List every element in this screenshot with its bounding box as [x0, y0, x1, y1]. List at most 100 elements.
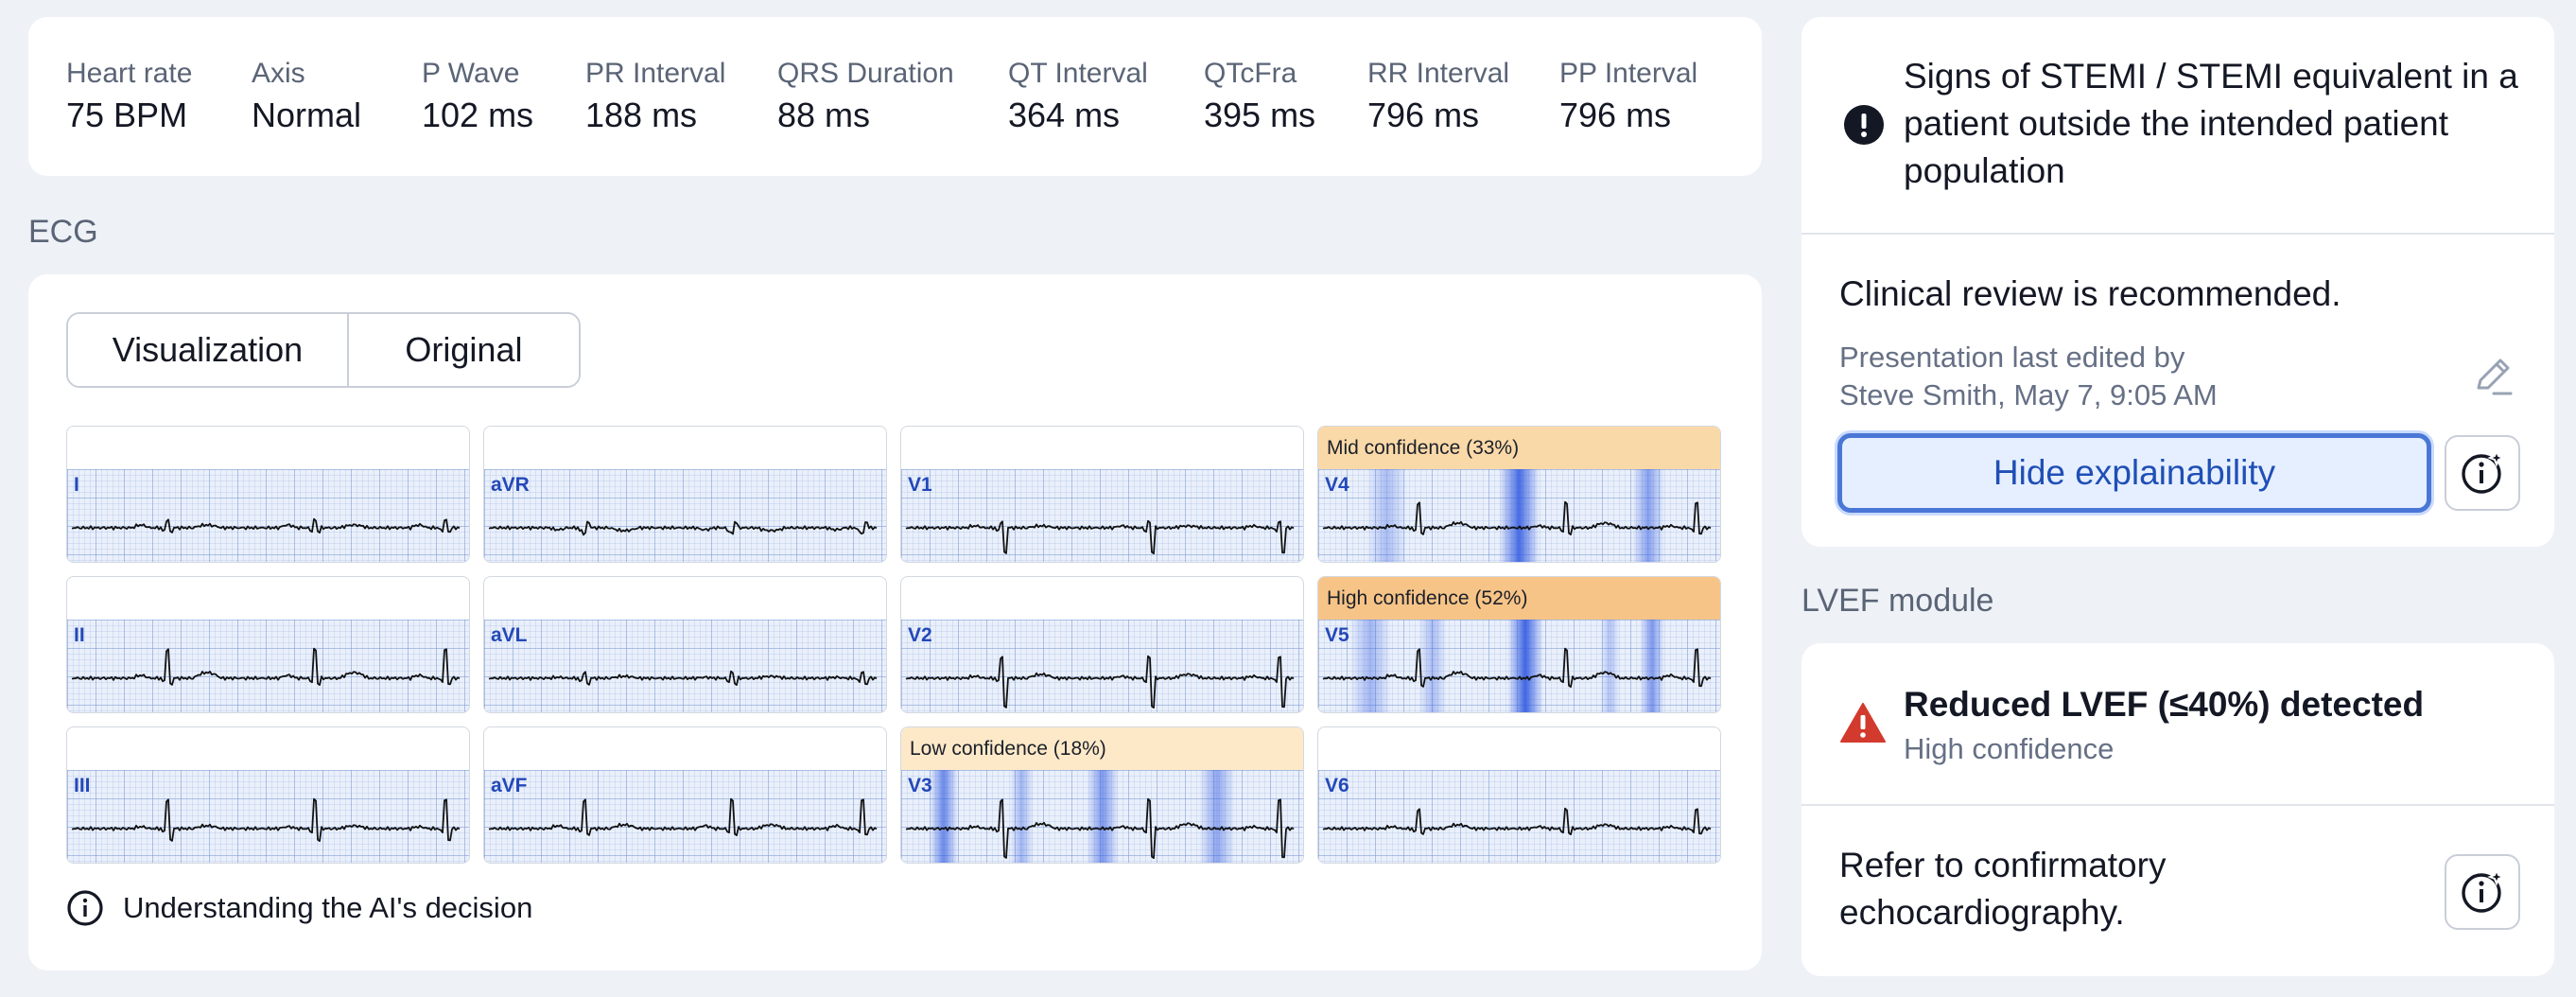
lead-name: II: [74, 624, 85, 646]
metric-value: 102 ms: [422, 96, 534, 134]
ecg-lead-II[interactable]: II: [66, 576, 470, 713]
ecg-grid: [67, 469, 469, 562]
metric-rr-interval: RR Interval 796 ms: [1367, 55, 1559, 138]
lead-confidence-header: [67, 577, 469, 620]
metric-qt-interval: QT Interval 364 ms: [1008, 55, 1204, 138]
tab-original[interactable]: Original: [346, 314, 579, 386]
lead-name: V4: [1325, 474, 1349, 496]
lead-name: V5: [1325, 624, 1349, 646]
edit-pencil-icon[interactable]: [2469, 352, 2518, 401]
ecg-grid: [1318, 770, 1720, 863]
ecg-waveform: [488, 520, 878, 536]
ecg-lead-I[interactable]: I: [66, 426, 470, 563]
heatmap-band: [929, 770, 958, 863]
stemi-alert-card: Signs of STEMI / STEMI equivalent in a p…: [1801, 17, 2554, 547]
heatmap-band: [1009, 770, 1035, 863]
ecg-lead-V5[interactable]: High confidence (52%) V5: [1317, 576, 1721, 713]
lead-name: I: [74, 474, 79, 496]
explainability-heatmap: [1318, 469, 1720, 562]
view-toggle: Visualization Original: [66, 312, 581, 388]
tab-visualization[interactable]: Visualization: [68, 314, 347, 386]
lead-name: V6: [1325, 775, 1349, 796]
lvef-title: Reduced LVEF (≤40%) detected: [1904, 685, 2425, 724]
alert-exclamation-icon: [1844, 105, 1884, 145]
heatmap-band: [1506, 620, 1543, 712]
heatmap-band: [1350, 620, 1391, 712]
ecg-waveform: [71, 647, 461, 686]
metric-label: P Wave: [422, 58, 520, 89]
metric-value: 395 ms: [1204, 96, 1316, 134]
metric-value: 188 ms: [585, 96, 698, 134]
last-edited-info: Presentation last edited by Steve Smith,…: [1839, 339, 2369, 414]
alert-info-button[interactable]: [2445, 435, 2520, 511]
lvef-info-button[interactable]: [2445, 854, 2520, 930]
heatmap-band: [1599, 620, 1620, 712]
ecg-grid: [67, 620, 469, 712]
lead-confidence-header: [67, 427, 469, 469]
lead-confidence-header: Mid confidence (33%): [1318, 427, 1720, 469]
info-circle-icon: [67, 890, 103, 926]
metric-value: 364 ms: [1008, 96, 1121, 134]
lead-confidence-header: [67, 727, 469, 770]
alert-header: Signs of STEMI / STEMI equivalent in a p…: [1801, 17, 2554, 235]
lead-name: aVL: [491, 624, 528, 646]
lead-name: V3: [908, 775, 932, 796]
hide-explainability-button[interactable]: Hide explainability: [1837, 433, 2431, 513]
ecg-lead-V4[interactable]: Mid confidence (33%) V4: [1317, 426, 1721, 563]
metric-value: 88 ms: [777, 96, 871, 134]
lead-confidence-header: [901, 427, 1303, 469]
ecg-grid: [901, 469, 1303, 562]
ecg-lead-aVR[interactable]: aVR: [483, 426, 887, 563]
explainability-heatmap: [901, 770, 1303, 863]
metric-qtcfra: QTcFra 395 ms: [1204, 55, 1367, 138]
heatmap-band: [1499, 469, 1540, 562]
metric-label: RR Interval: [1367, 58, 1510, 89]
ecg-lead-V2[interactable]: V2: [900, 576, 1304, 713]
ecg-waveform: [905, 519, 1295, 554]
metric-value: 75 BPM: [66, 96, 188, 134]
ecg-lead-aVF[interactable]: aVF: [483, 726, 887, 864]
ecg-waveform: [71, 517, 461, 533]
ecg-lead-aVL[interactable]: aVL: [483, 576, 887, 713]
metric-label: PR Interval: [585, 58, 726, 89]
lead-confidence-header: [901, 577, 1303, 620]
ecg-grid: [484, 620, 886, 712]
ecg-waveform: [1322, 647, 1712, 688]
lead-confidence-header: High confidence (52%): [1318, 577, 1720, 620]
ecg-grid: [484, 469, 886, 562]
metric-label: QRS Duration: [777, 58, 954, 89]
ecg-lead-III[interactable]: III: [66, 726, 470, 864]
lead-confidence-header: [484, 577, 886, 620]
lead-confidence-header: Low confidence (18%): [901, 727, 1303, 770]
lvef-confidence: High confidence: [1904, 732, 2115, 765]
understanding-ai-link[interactable]: Understanding the AI's decision: [66, 889, 532, 927]
ecg-waveform: [905, 797, 1295, 859]
metric-value: 796 ms: [1367, 96, 1480, 134]
ecg-waveform: [488, 797, 878, 836]
lvef-section-heading: LVEF module: [1801, 583, 1994, 619]
heatmap-band: [1086, 770, 1119, 863]
metric-label: Axis: [252, 58, 305, 89]
heatmap-band: [1640, 620, 1664, 712]
metric-label: PP Interval: [1559, 58, 1698, 89]
clinical-recommendation: Clinical review is recommended.: [1839, 274, 2341, 313]
lead-name: aVF: [491, 775, 528, 796]
alert-title: Signs of STEMI / STEMI equivalent in a p…: [1904, 57, 2518, 190]
metric-p-wave: P Wave 102 ms: [422, 55, 585, 138]
metric-label: QTcFra: [1204, 58, 1297, 89]
lead-confidence-header: [484, 727, 886, 770]
ecg-lead-V3[interactable]: Low confidence (18%) V3: [900, 726, 1304, 864]
lead-name: aVR: [491, 474, 530, 496]
heatmap-band: [1631, 469, 1664, 562]
ecg-lead-V1[interactable]: V1: [900, 426, 1304, 563]
understanding-ai-label: Understanding the AI's decision: [123, 891, 533, 924]
ecg-lead-V6[interactable]: V6: [1317, 726, 1721, 864]
metric-label: Heart rate: [66, 58, 193, 89]
lvef-card: Reduced LVEF (≤40%) detected High confid…: [1801, 643, 2554, 976]
ecg-waveform: [1322, 807, 1712, 835]
metric-value: Normal: [252, 96, 362, 134]
ecg-waveform: [488, 670, 878, 686]
metric-axis: Axis Normal: [252, 55, 422, 138]
warning-triangle-icon: [1840, 703, 1886, 743]
